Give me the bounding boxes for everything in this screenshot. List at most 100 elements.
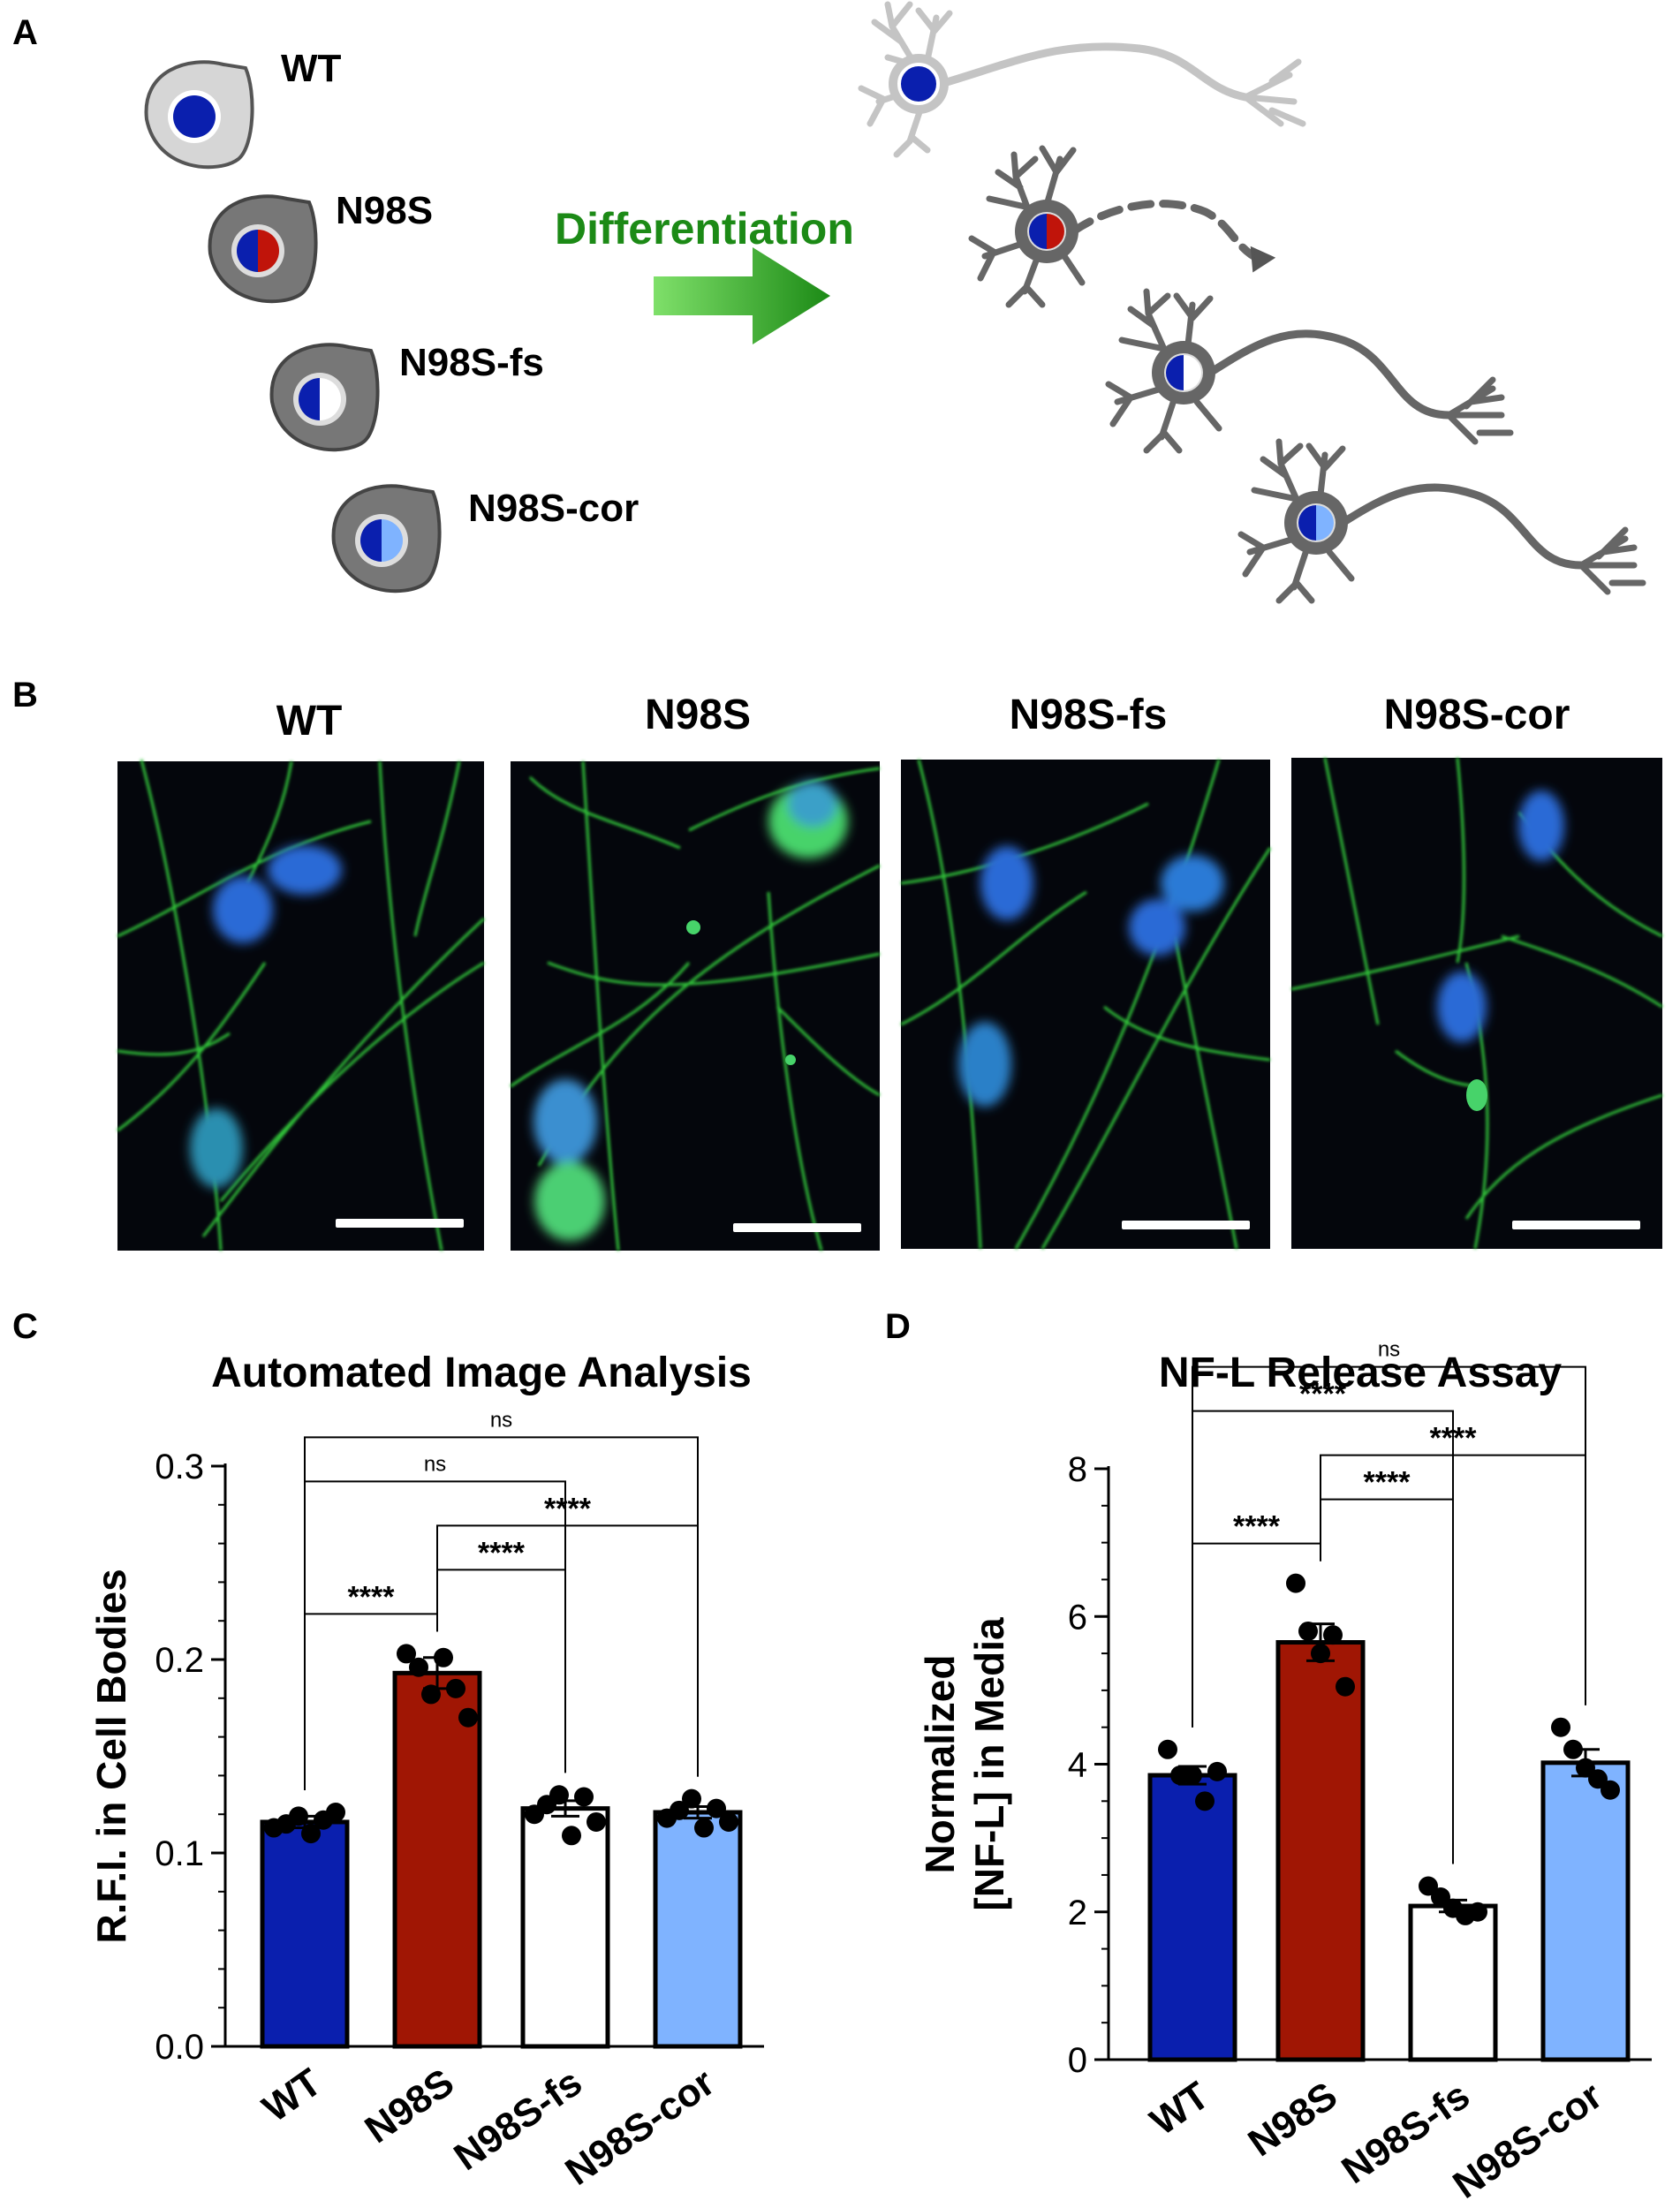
micrograph-n98s-cor [1290,757,1663,1250]
c-bar-WT [260,1819,350,2049]
c-x-tick-label: N98S-cor [557,2061,722,2194]
c-bar-N98S [392,1670,482,2049]
panels-c-d: C D Automated Image Analysis R.F.I. in Ce… [12,1307,1652,2207]
micro-title-n98s-cor: N98S-cor [1384,692,1570,738]
c-significance-label: ns [424,1452,446,1476]
d-data-point [1323,1625,1343,1645]
neuron-n98s-icon [968,145,1276,308]
c-x-tick-label: WT [255,2061,329,2130]
c-data-point [434,1647,453,1667]
d-data-point [1195,1791,1215,1811]
d-data-point [1298,1621,1318,1641]
d-data-point [1183,1766,1202,1786]
scale-bar [336,1219,464,1228]
chart-nfl-release-assay: NF-L Release Assay Normalized[NF-L] in Me… [917,1338,1652,2207]
d-data-point [1431,1887,1450,1908]
micrograph-n98s [510,760,881,1251]
c-data-point [301,1824,321,1844]
d-data-point [1468,1902,1487,1922]
micro-title-n98s-fs: N98S-fs [1010,692,1168,738]
c-y-tick-label: 0.0 [155,2028,204,2067]
d-y-axis-label: Normalized[NF-L] in Media [917,1617,1012,1911]
micro-title-wt: WT [276,698,343,745]
d-data-point [1207,1761,1227,1781]
d-bar-N98S-fs [1408,1903,1498,2062]
panel-d-letter: D [885,1307,911,1346]
panel-a-letter: A [12,13,38,52]
c-data-point [574,1787,594,1807]
c-data-point [397,1644,416,1664]
d-data-point [1311,1644,1330,1664]
c-data-point [446,1678,465,1698]
c-data-point [682,1788,701,1809]
d-bar-N98S-cor [1540,1760,1631,2062]
c-significance-label: **** [348,1580,396,1614]
panel-b-letter: B [12,676,38,715]
d-bar-WT [1147,1773,1237,2062]
c-data-point [409,1657,428,1677]
panel-b: B WT N98S N98S-fs N98S-cor [12,676,1663,1251]
d-data-point [1419,1876,1438,1896]
d-data-point [1563,1739,1583,1759]
neuron-n98s-fs-icon [1105,288,1514,454]
c-significance-label: ns [490,1408,512,1432]
cell-label-n98s: N98S [336,189,433,232]
c-x-tick-label: N98S [357,2061,461,2151]
d-data-point [1286,1573,1305,1593]
c-significance-bracket [304,1436,699,1791]
c-data-point [707,1798,726,1819]
c-data-point [458,1707,478,1728]
cell-label-n98s-cor: N98S-cor [468,487,639,530]
d-significance-label: ns [1378,1338,1400,1362]
micro-title-n98s: N98S [645,692,751,738]
c-data-point [670,1800,689,1820]
d-y-tick-label: 6 [1068,1598,1087,1637]
c-data-point [326,1803,345,1823]
c-data-point [694,1818,714,1838]
d-data-point [1158,1739,1177,1759]
c-y-tick-label: 0.1 [155,1834,204,1873]
d-data-point [1576,1758,1595,1778]
c-significance-label: **** [478,1536,526,1569]
panel-a: A WT N98S N98S-fs N98S-cor Differentiati… [12,1,1646,604]
d-significance-label: **** [1233,1510,1281,1544]
d-y-tick-label: 8 [1068,1450,1087,1489]
micrograph-n98s-fs [900,759,1272,1250]
c-bar-N98S-fs [520,1806,610,2049]
cell-wt [144,60,254,170]
cell-n98s [208,194,318,304]
c-data-point [549,1785,569,1805]
c-y-axis-label: R.F.I. in Cell Bodies [88,1569,134,1943]
d-y-tick-label: 0 [1068,2041,1087,2080]
neuron-wt-icon [858,1,1306,158]
chart-automated-image-analysis: Automated Image Analysis R.F.I. in Cell B… [88,1350,764,2194]
d-significance-label: **** [1364,1466,1411,1500]
d-data-point [1588,1769,1608,1789]
c-y-tick-label: 0.3 [155,1448,204,1486]
d-y-tick-label: 4 [1068,1746,1087,1785]
c-data-point [562,1826,581,1846]
differentiation-label: Differentiation [555,204,854,253]
c-y-tick-label: 0.2 [155,1641,204,1680]
c-significance-label: **** [544,1492,592,1525]
d-x-tick-label: WT [1143,2074,1217,2144]
cell-label-wt: WT [281,47,342,90]
cell-n98s-cor [331,484,442,594]
d-y-tick-label: 2 [1068,1894,1087,1932]
c-data-point [586,1811,606,1832]
panel-c-letter: C [12,1307,38,1346]
d-chart-title: NF-L Release Assay [1159,1350,1563,1396]
c-data-point [719,1811,738,1832]
differentiation-arrow-icon [654,247,830,344]
d-x-tick-label: N98S-cor [1445,2074,1609,2207]
d-data-point [1601,1780,1620,1800]
d-data-point [1551,1717,1570,1737]
d-significance-bracket [1192,1365,1586,1728]
c-bar-N98S-cor [653,1810,743,2049]
cell-label-n98s-fs: N98S-fs [399,341,544,384]
d-x-tick-label: N98S [1240,2074,1344,2165]
d-data-point [1336,1676,1355,1697]
cell-n98s-fs [269,343,380,452]
d-bar-N98S [1275,1640,1366,2062]
c-data-point [421,1684,441,1705]
